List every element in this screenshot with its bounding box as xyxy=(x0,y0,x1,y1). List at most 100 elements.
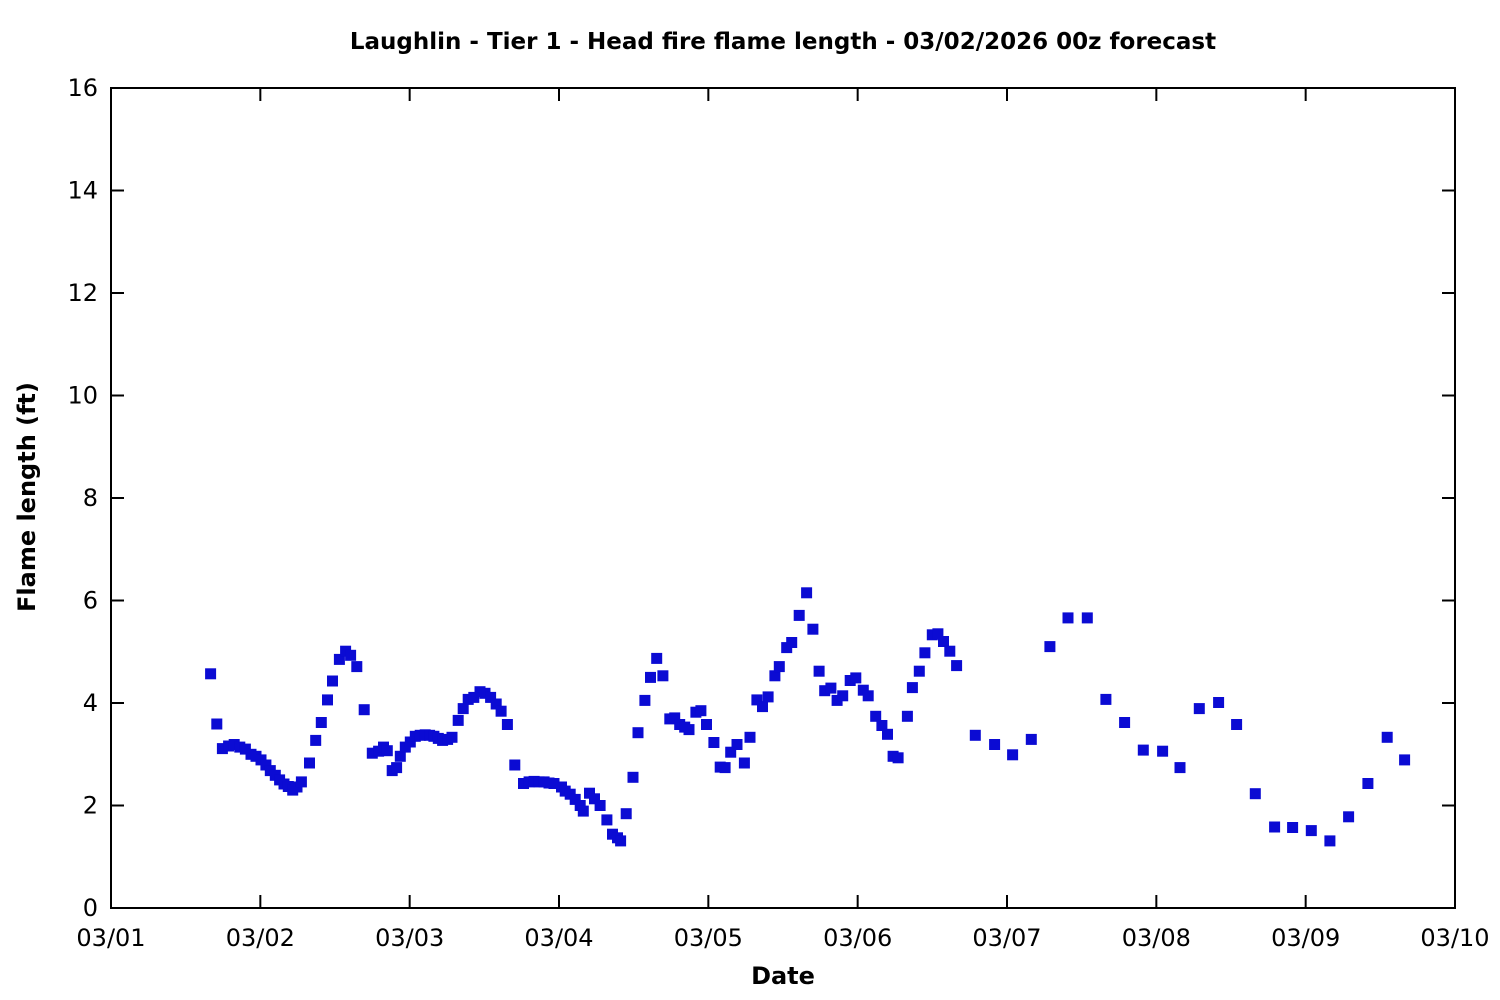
data-point-marker xyxy=(1213,697,1225,708)
data-point-marker xyxy=(651,652,663,664)
data-point-marker xyxy=(731,739,743,750)
y-tick-label: 16 xyxy=(67,74,98,102)
data-point-marker xyxy=(738,757,750,769)
data-point-marker xyxy=(951,660,963,672)
data-point-marker xyxy=(1324,835,1336,847)
data-point-marker xyxy=(501,719,513,730)
data-point-marker xyxy=(708,737,720,748)
x-tick-label: 03/10 xyxy=(1420,924,1489,952)
data-point-marker xyxy=(919,647,931,659)
x-tick-label: 03/05 xyxy=(674,924,743,952)
data-point-marker xyxy=(457,703,469,715)
x-tick-label: 03/02 xyxy=(226,924,295,952)
data-point-marker xyxy=(786,637,798,648)
data-point-marker xyxy=(1157,745,1169,757)
data-point-marker xyxy=(882,728,893,740)
x-tick-label: 03/08 xyxy=(1122,924,1191,952)
data-point-marker xyxy=(744,731,756,743)
y-tick-label: 12 xyxy=(67,279,98,307)
data-point-marker xyxy=(844,675,856,686)
data-point-marker xyxy=(632,727,644,739)
data-point-marker xyxy=(870,710,882,722)
data-point-marker xyxy=(574,800,586,811)
data-point-marker xyxy=(944,645,956,657)
x-tick-label: 03/06 xyxy=(823,924,892,952)
data-point-marker xyxy=(589,793,600,805)
data-point-marker xyxy=(773,661,785,673)
y-tick-label: 8 xyxy=(83,484,98,512)
data-point-marker xyxy=(315,717,327,728)
y-tick-label: 10 xyxy=(67,382,98,410)
data-point-marker xyxy=(769,670,781,682)
x-axis-label: Date xyxy=(751,962,815,990)
data-point-marker xyxy=(876,720,888,731)
data-point-marker xyxy=(1399,754,1411,766)
data-point-marker xyxy=(1007,749,1019,761)
data-point-marker xyxy=(327,675,338,687)
data-point-marker xyxy=(490,698,502,710)
data-point-marker xyxy=(1231,719,1243,730)
data-point-marker xyxy=(657,670,669,682)
data-point-marker xyxy=(969,729,981,741)
data-point-marker xyxy=(1025,733,1037,745)
data-point-marker xyxy=(807,623,819,635)
data-point-marker xyxy=(1100,693,1112,705)
x-tick-label: 03/07 xyxy=(972,924,1041,952)
y-tick-label: 4 xyxy=(83,689,98,717)
data-point-marker xyxy=(751,694,763,706)
data-point-marker xyxy=(322,694,333,706)
data-point-marker xyxy=(366,747,378,759)
x-tick-label: 03/03 xyxy=(375,924,444,952)
data-point-marker xyxy=(906,682,918,694)
data-point-marker xyxy=(234,741,246,753)
data-point-marker xyxy=(216,743,228,755)
data-point-marker xyxy=(381,745,393,757)
y-tick-label: 6 xyxy=(83,587,98,615)
data-point-marker xyxy=(333,653,345,665)
data-point-marker xyxy=(757,701,768,713)
data-point-marker xyxy=(1381,731,1393,743)
data-point-marker xyxy=(926,629,938,641)
data-point-marker xyxy=(683,724,695,736)
data-point-marker xyxy=(295,776,307,788)
data-point-marker xyxy=(1174,762,1186,774)
data-point-marker xyxy=(1081,612,1093,624)
data-point-marker xyxy=(452,714,464,726)
data-point-marker xyxy=(837,690,849,702)
data-point-marker xyxy=(548,778,560,789)
data-point-marker xyxy=(801,587,813,599)
data-point-marker xyxy=(620,808,632,820)
y-tick-label: 14 xyxy=(67,177,98,205)
data-point-marker xyxy=(901,710,913,722)
data-point-marker xyxy=(850,672,862,684)
data-point-marker xyxy=(462,693,474,705)
data-point-marker xyxy=(391,762,403,774)
data-point-marker xyxy=(831,694,843,706)
data-point-marker xyxy=(304,757,315,769)
x-tick-label: 03/09 xyxy=(1271,924,1340,952)
data-point-marker xyxy=(719,762,731,774)
data-point-marker xyxy=(358,704,370,716)
data-point-marker xyxy=(1062,612,1074,624)
data-point-marker xyxy=(584,787,595,799)
data-point-marker xyxy=(223,740,235,752)
x-tick-label: 03/04 xyxy=(524,924,593,952)
data-point-marker xyxy=(857,684,869,696)
data-point-marker xyxy=(825,682,837,694)
data-point-marker xyxy=(1119,717,1131,728)
data-point-marker xyxy=(725,746,737,758)
data-point-marker xyxy=(446,731,458,743)
data-point-marker xyxy=(813,665,825,677)
data-point-marker xyxy=(1343,811,1355,823)
data-point-marker xyxy=(615,835,627,847)
data-point-marker xyxy=(762,691,774,703)
data-point-marker xyxy=(468,691,480,703)
x-tick-label: 03/01 xyxy=(76,924,145,952)
data-point-marker xyxy=(518,778,529,789)
data-point-marker xyxy=(205,668,217,680)
data-point-marker xyxy=(485,691,497,703)
data-point-marker xyxy=(932,628,944,640)
data-point-marker xyxy=(577,805,589,817)
data-point-marker xyxy=(627,771,639,783)
